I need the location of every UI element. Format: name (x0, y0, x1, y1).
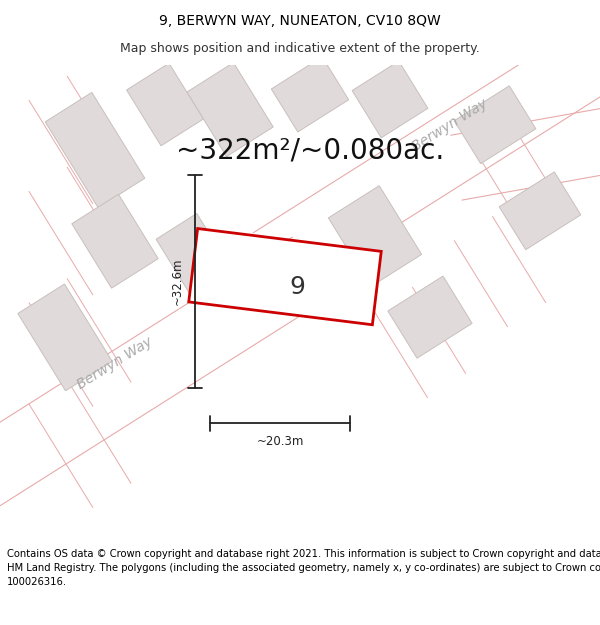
Polygon shape (328, 186, 422, 287)
Polygon shape (187, 62, 273, 156)
Polygon shape (451, 100, 600, 200)
Text: 9: 9 (289, 275, 305, 299)
Polygon shape (18, 284, 112, 391)
Polygon shape (271, 57, 349, 132)
Polygon shape (156, 214, 234, 299)
Text: Contains OS data © Crown copyright and database right 2021. This information is : Contains OS data © Crown copyright and d… (7, 549, 600, 587)
Polygon shape (45, 92, 145, 208)
Text: ~20.3m: ~20.3m (256, 435, 304, 448)
Text: 9, BERWYN WAY, NUNEATON, CV10 8QW: 9, BERWYN WAY, NUNEATON, CV10 8QW (159, 14, 441, 28)
Text: Berwyn Way: Berwyn Way (410, 96, 490, 154)
Text: Berwyn Way: Berwyn Way (75, 334, 155, 391)
Text: ~32.6m: ~32.6m (170, 258, 184, 306)
Polygon shape (0, 238, 329, 539)
Polygon shape (127, 63, 203, 146)
Polygon shape (352, 61, 428, 138)
Text: Map shows position and indicative extent of the property.: Map shows position and indicative extent… (120, 42, 480, 55)
Text: ~322m²/~0.080ac.: ~322m²/~0.080ac. (176, 136, 444, 164)
Polygon shape (388, 276, 472, 358)
Polygon shape (189, 229, 381, 325)
Polygon shape (253, 8, 600, 292)
Polygon shape (499, 172, 581, 250)
Polygon shape (72, 194, 158, 288)
Polygon shape (454, 86, 536, 164)
